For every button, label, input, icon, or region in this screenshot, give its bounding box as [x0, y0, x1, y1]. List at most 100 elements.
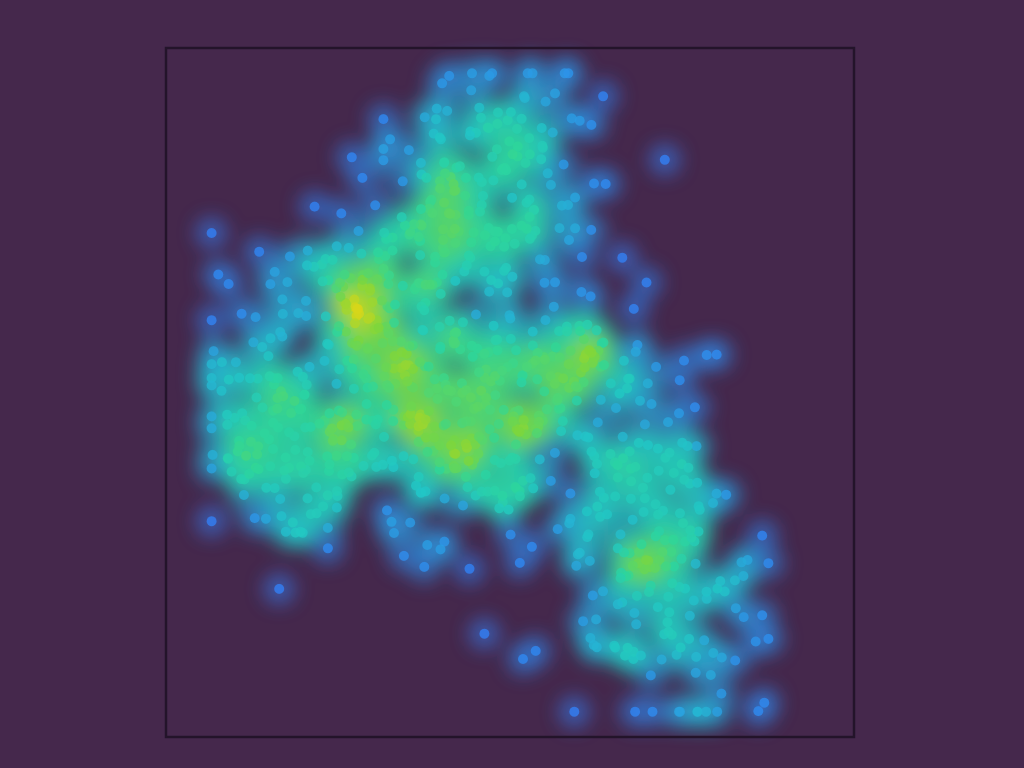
- scatter-point: [490, 335, 501, 346]
- scatter-point: [498, 404, 509, 415]
- scatter-point: [337, 407, 348, 418]
- scatter-point: [331, 450, 342, 461]
- scatter-point: [630, 706, 641, 717]
- scatter-point: [403, 145, 414, 156]
- scatter-point: [253, 441, 264, 452]
- scatter-point: [504, 136, 515, 147]
- scatter-point: [591, 614, 602, 625]
- scatter-point: [323, 339, 334, 350]
- scatter-point: [466, 340, 477, 351]
- scatter-point: [594, 486, 605, 497]
- scatter-point: [618, 355, 629, 366]
- scatter-point: [679, 474, 690, 485]
- scatter-point: [545, 371, 556, 382]
- scatter-point: [763, 558, 774, 569]
- scatter-point: [442, 384, 453, 395]
- scatter-point: [586, 224, 597, 235]
- scatter-point: [525, 473, 536, 484]
- scatter-point: [432, 383, 442, 394]
- scatter-point: [414, 357, 425, 367]
- scatter-point: [674, 706, 684, 717]
- scatter-point: [520, 158, 531, 168]
- scatter-point: [612, 472, 623, 483]
- scatter-point: [534, 454, 545, 465]
- scatter-point: [280, 452, 291, 463]
- scatter-point: [449, 223, 460, 234]
- scatter-point: [248, 337, 259, 348]
- scatter-point: [413, 436, 424, 447]
- scatter-point: [413, 231, 424, 242]
- scatter-point: [402, 376, 413, 387]
- scatter-point: [708, 648, 719, 658]
- scatter-point: [480, 469, 491, 480]
- scatter-point: [388, 363, 399, 374]
- scatter-point: [319, 355, 330, 366]
- scatter-point: [759, 697, 770, 708]
- scatter-point: [287, 517, 298, 528]
- scatter-point: [454, 161, 465, 172]
- scatter-point: [448, 179, 459, 190]
- scatter-point: [487, 151, 498, 162]
- scatter-point: [530, 225, 541, 236]
- scatter-point: [347, 363, 358, 374]
- scatter-point: [314, 418, 325, 429]
- scatter-point: [493, 419, 504, 429]
- scatter-point: [264, 371, 275, 382]
- scatter-point: [524, 149, 535, 160]
- scatter-point: [535, 254, 545, 265]
- scatter-point: [540, 315, 551, 326]
- scatter-point: [246, 420, 257, 431]
- scatter-point: [416, 204, 426, 215]
- scatter-point: [563, 200, 573, 210]
- scatter-point: [507, 271, 518, 282]
- scatter-point: [293, 308, 304, 319]
- scatter-point: [280, 526, 291, 537]
- scatter-point: [397, 280, 408, 291]
- scatter-point: [620, 650, 630, 661]
- scatter-point: [630, 461, 641, 472]
- scatter-point: [492, 118, 503, 129]
- scatter-point: [460, 439, 471, 449]
- scatter-point: [478, 190, 488, 201]
- scatter-point: [429, 374, 440, 385]
- scatter-point: [387, 336, 398, 347]
- scatter-point: [578, 616, 589, 627]
- scatter-point: [458, 500, 468, 511]
- scatter-point: [435, 183, 446, 194]
- scatter-point: [512, 123, 522, 134]
- scatter-point: [388, 416, 399, 427]
- scatter-point: [490, 390, 501, 401]
- scatter-point: [510, 482, 521, 492]
- scatter-point: [435, 288, 446, 299]
- scatter-point: [626, 476, 637, 487]
- scatter-point: [494, 503, 505, 514]
- scatter-point: [602, 509, 613, 520]
- scatter-point: [532, 347, 543, 358]
- scatter-point: [226, 466, 237, 477]
- scatter-point: [434, 457, 445, 468]
- scatter-point: [526, 541, 537, 552]
- scatter-point: [554, 352, 565, 363]
- scatter-point: [438, 224, 449, 235]
- scatter-point: [554, 223, 565, 234]
- scatter-point: [335, 291, 346, 302]
- scatter-point: [563, 68, 574, 79]
- scatter-point: [444, 70, 455, 81]
- scatter-point: [269, 483, 280, 494]
- scatter-point: [738, 612, 749, 623]
- scatter-point: [715, 576, 726, 587]
- scatter-point: [642, 472, 653, 483]
- scatter-point: [628, 303, 639, 314]
- scatter-point: [693, 526, 704, 537]
- scatter-point: [451, 396, 462, 407]
- scatter-point: [334, 364, 345, 375]
- scatter-point: [372, 274, 383, 285]
- scatter-point: [521, 223, 532, 234]
- scatter-point: [238, 490, 249, 500]
- scatter-point: [549, 378, 560, 389]
- scatter-point: [479, 230, 490, 241]
- scatter-point: [370, 200, 381, 211]
- scatter-point: [206, 411, 217, 422]
- scatter-point: [650, 499, 661, 510]
- scatter-point: [450, 338, 460, 349]
